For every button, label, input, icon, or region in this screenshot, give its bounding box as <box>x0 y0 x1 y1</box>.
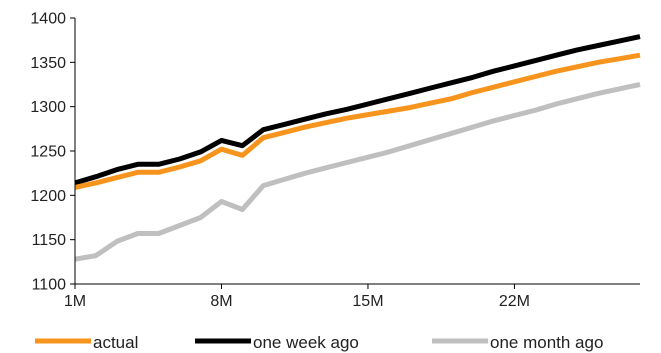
x-tick-label: 15M <box>352 293 383 310</box>
y-tick-label: 1350 <box>30 55 66 72</box>
legend-label-one-week-ago: one week ago <box>253 333 359 352</box>
series-line-one-month-ago <box>74 82 641 262</box>
y-tick-label: 1200 <box>30 188 66 205</box>
legend-label-one-month-ago: one month ago <box>490 333 603 352</box>
y-tick-label: 1300 <box>30 99 66 116</box>
y-tick-label: 1250 <box>30 144 66 161</box>
series-line-one-week-ago <box>74 34 641 186</box>
y-tick-label: 1400 <box>30 11 66 28</box>
x-tick-label: 8M <box>210 293 232 310</box>
axis-layer: 1100 1150 1200 1250 1300 1350 1400 1M 8M 15M 22M <box>30 11 640 310</box>
y-tick-label: 1100 <box>32 277 67 294</box>
legend-label-actual: actual <box>93 333 138 352</box>
x-tick-label: 1M <box>64 293 86 310</box>
y-tick-label: 1150 <box>32 232 67 249</box>
x-tick-label: 22M <box>499 293 530 310</box>
series-layer <box>74 34 641 262</box>
series-line-actual <box>74 52 641 190</box>
legend: actual one week ago one month ago <box>35 333 603 352</box>
